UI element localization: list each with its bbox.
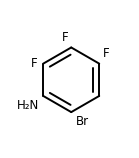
Text: F: F	[102, 47, 109, 60]
Text: F: F	[31, 57, 38, 70]
Text: Br: Br	[76, 115, 89, 128]
Text: H₂N: H₂N	[17, 99, 39, 112]
Text: F: F	[61, 31, 68, 44]
